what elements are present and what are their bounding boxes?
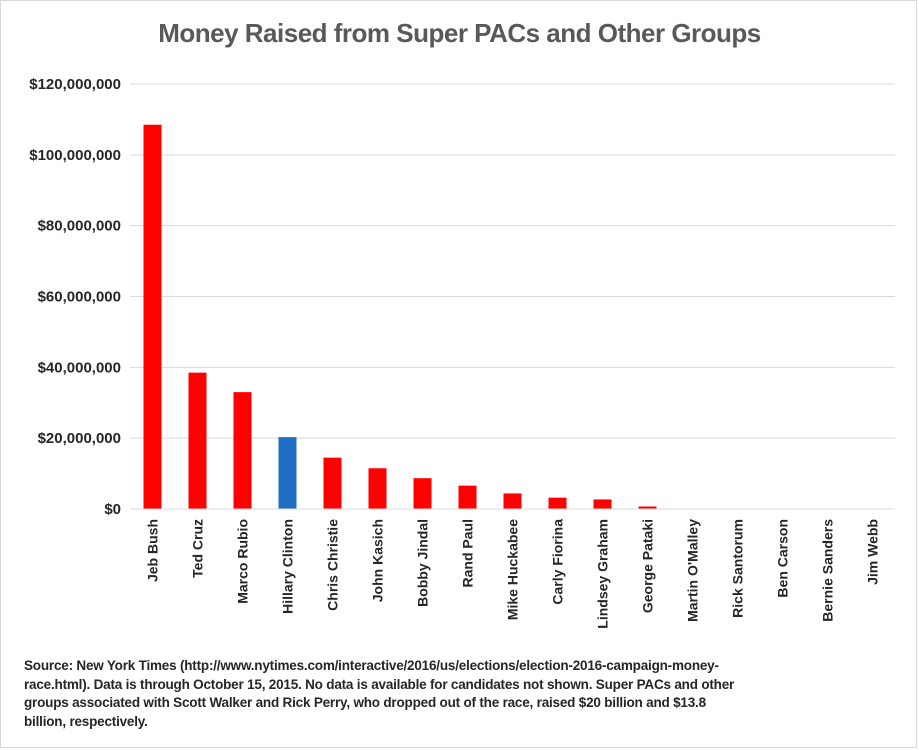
x-tick-label: Ted Cruz xyxy=(190,519,206,578)
bar xyxy=(593,499,612,509)
x-tick-label: Jeb Bush xyxy=(145,519,161,582)
x-tick-label: Jim Webb xyxy=(865,519,881,585)
x-tick-label: Ben Carson xyxy=(775,519,791,598)
source-note: Source: New York Times (http://www.nytim… xyxy=(24,658,735,729)
bar xyxy=(233,392,252,509)
bar xyxy=(323,457,342,509)
x-tick-label: George Pataki xyxy=(640,519,656,613)
x-tick-label: Lindsey Graham xyxy=(595,519,611,629)
bar xyxy=(368,468,387,509)
chart-title: Money Raised from Super PACs and Other G… xyxy=(158,18,761,48)
y-tick-label: $20,000,000 xyxy=(38,430,121,447)
x-tick-label: Rand Paul xyxy=(460,519,476,587)
bar xyxy=(143,124,162,510)
bar xyxy=(638,506,657,509)
bar xyxy=(413,478,432,509)
x-tick-label: Bobby Jindal xyxy=(415,519,431,607)
bar xyxy=(503,493,522,509)
x-tick-label: Carly Fiorina xyxy=(550,519,566,605)
x-tick-label: Mike Huckabee xyxy=(505,519,521,620)
y-tick-label: $100,000,000 xyxy=(29,147,121,164)
x-tick-label: Rick Santorum xyxy=(730,519,746,618)
y-tick-label: $0 xyxy=(104,501,121,518)
bar xyxy=(278,437,297,509)
x-tick-label: Hillary Clinton xyxy=(280,519,296,614)
y-tick-label: $40,000,000 xyxy=(38,359,121,376)
x-tick-label: Martin O'Malley xyxy=(685,519,701,622)
y-tick-label: $120,000,000 xyxy=(29,76,121,93)
bar xyxy=(548,497,567,509)
bar xyxy=(188,372,207,509)
x-tick-label: John Kasich xyxy=(370,519,386,602)
y-tick-label: $60,000,000 xyxy=(38,289,121,306)
bar xyxy=(458,485,477,509)
y-tick-label: $80,000,000 xyxy=(38,218,121,235)
x-tick-label: Marco Rubio xyxy=(235,519,251,604)
x-tick-label: Bernie Sanders xyxy=(820,519,836,622)
x-tick-label: Chris Christie xyxy=(325,519,341,611)
